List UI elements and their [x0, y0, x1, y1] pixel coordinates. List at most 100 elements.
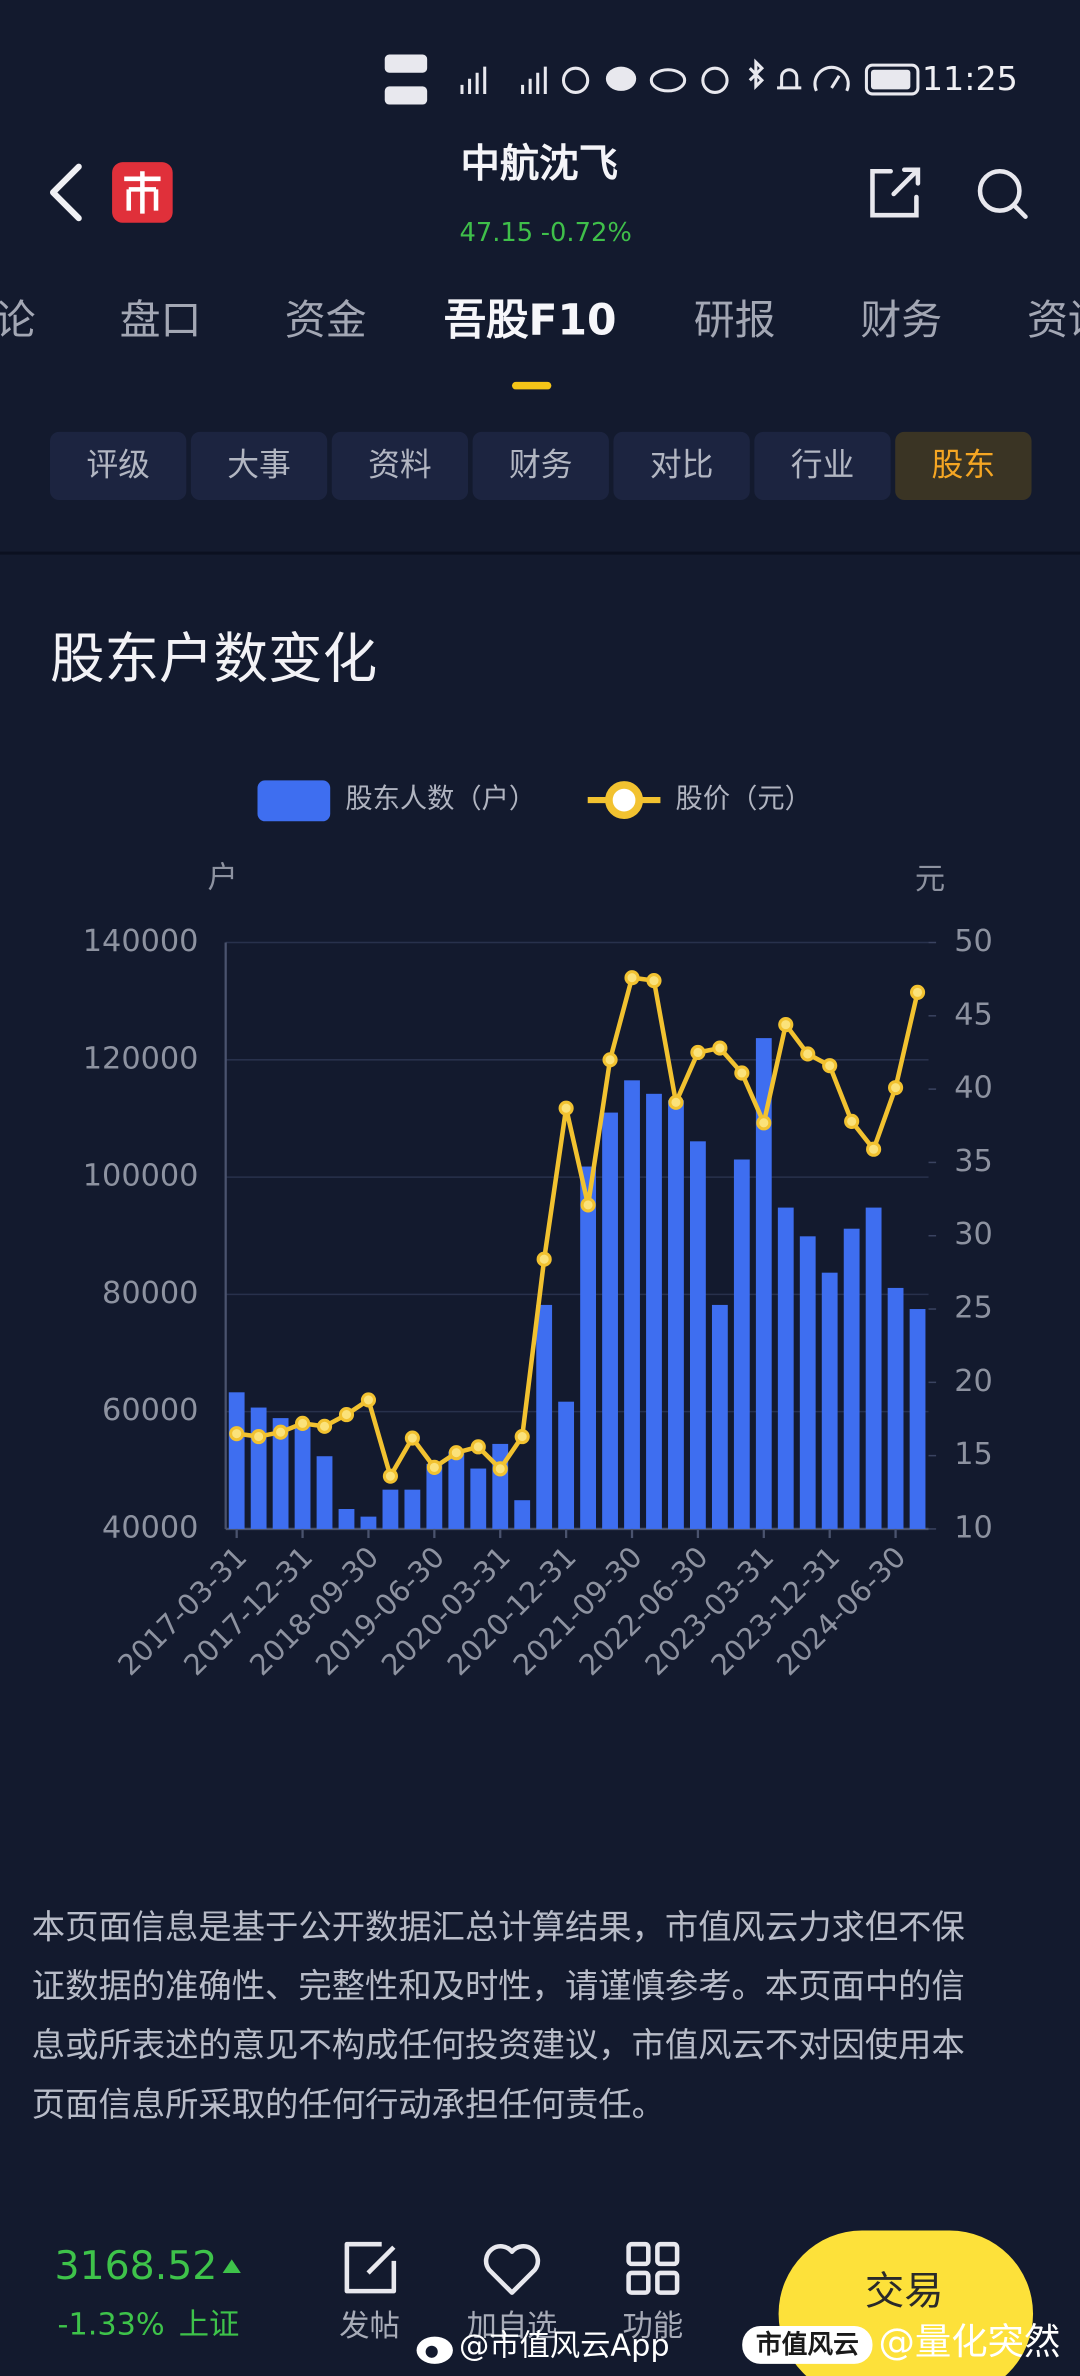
- tab[interactable]: 研报: [694, 296, 776, 344]
- y2-tick-label: 45: [954, 997, 993, 1032]
- bar: [272, 1418, 289, 1529]
- index-value: 3168.52: [55, 2243, 218, 2289]
- bar: [646, 1093, 662, 1529]
- sub-tab[interactable]: 对比: [650, 446, 714, 484]
- price-point: [514, 1429, 530, 1445]
- price-point: [294, 1415, 311, 1431]
- function-icon[interactable]: [626, 2241, 680, 2295]
- sub-tab-bg[interactable]: [613, 431, 750, 501]
- index-up-arrow: [222, 2259, 241, 2273]
- back-button[interactable]: [49, 163, 82, 222]
- bar: [821, 1272, 838, 1529]
- status-icons: [384, 54, 920, 105]
- sub-tab[interactable]: 评级: [86, 446, 150, 484]
- price-point: [404, 1430, 420, 1446]
- price-point: [470, 1439, 486, 1455]
- y2-tick-label: 20: [954, 1364, 993, 1399]
- sub-tab-bg[interactable]: [472, 431, 609, 501]
- tab[interactable]: 资金: [285, 296, 367, 344]
- price-point: [712, 1040, 728, 1056]
- bar: [470, 1468, 487, 1529]
- tab-bar: 论 盘口 资金 吾股F10 研报 财务 资讯: [0, 296, 1080, 346]
- bar: [228, 1392, 245, 1529]
- favorite-icon[interactable]: [483, 2244, 541, 2295]
- price-point: [800, 1046, 816, 1062]
- y2-tick-label: 30: [954, 1217, 993, 1252]
- weibo-logo: [416, 2336, 453, 2364]
- stock-price: 47.15: [459, 218, 533, 248]
- tab[interactable]: 论: [0, 296, 36, 344]
- price-point: [624, 970, 640, 986]
- sub-tab-bg[interactable]: [49, 431, 187, 501]
- trade-button-label[interactable]: 交易: [865, 2269, 944, 2315]
- sub-tab[interactable]: 大事: [227, 446, 291, 484]
- price-point: [360, 1392, 377, 1408]
- y-tick-label: 120000: [83, 1041, 199, 1076]
- bar: [909, 1309, 926, 1529]
- y-tick-label: 80000: [102, 1276, 198, 1311]
- sub-tab-bg[interactable]: [331, 431, 469, 501]
- tab[interactable]: 资讯: [1027, 296, 1080, 344]
- nav-post[interactable]: 发帖: [339, 2309, 400, 2344]
- legend-swatch: [257, 780, 331, 822]
- nav-favorite[interactable]: 加自选: [467, 2309, 558, 2344]
- bar: [887, 1287, 904, 1529]
- legend-label: 股东人数（户）: [345, 784, 536, 815]
- share-button[interactable]: [870, 167, 921, 218]
- price-point: [866, 1141, 882, 1157]
- price-point: [448, 1445, 464, 1461]
- bar: [580, 1166, 596, 1529]
- price-point: [756, 1115, 772, 1131]
- tab[interactable]: 吾股F10: [444, 296, 617, 345]
- search-button[interactable]: [977, 168, 1028, 219]
- watermark-badge-text: 市值风云: [756, 2329, 859, 2360]
- y2-axis-label: 元: [915, 862, 945, 897]
- sub-tab-bar: 评级 大事 资料 财务 对比 行业 股东: [49, 431, 1032, 501]
- y2-tick-label: 25: [954, 1291, 993, 1326]
- price-point: [316, 1418, 333, 1434]
- bar: [360, 1516, 377, 1529]
- price-point: [778, 1017, 794, 1033]
- sub-tab[interactable]: 财务: [509, 446, 573, 484]
- bar: [799, 1236, 816, 1529]
- sub-tab-bg[interactable]: [895, 431, 1032, 501]
- price-point: [558, 1100, 574, 1116]
- disclaimer-line: 证数据的准确性、完整性和及时性，请谨慎参考。本页面中的信: [32, 1967, 965, 2006]
- watermark-author: @量化突然: [879, 2320, 1061, 2363]
- sub-tab-bg[interactable]: [190, 431, 328, 501]
- tab[interactable]: 财务: [860, 296, 942, 344]
- bar: [426, 1463, 443, 1529]
- y-tick-label: 140000: [83, 924, 199, 959]
- index-name: 上证: [179, 2307, 240, 2342]
- sub-tab[interactable]: 资料: [368, 446, 432, 484]
- bar: [755, 1038, 772, 1529]
- tab[interactable]: 盘口: [120, 296, 202, 344]
- bar: [865, 1207, 882, 1529]
- bar: [294, 1424, 311, 1529]
- bar: [558, 1401, 575, 1529]
- y-tick-label: 100000: [83, 1159, 199, 1194]
- stock-title: 中航沈飞: [460, 141, 617, 187]
- bar: [690, 1141, 706, 1529]
- sub-tab[interactable]: 行业: [791, 446, 855, 484]
- post-icon[interactable]: [344, 2241, 397, 2294]
- y-tick-label: 40000: [102, 1510, 198, 1545]
- tab-indicator: [511, 381, 552, 390]
- watermark-badge: [742, 2325, 873, 2364]
- price-point: [734, 1065, 750, 1081]
- y-tick-label: 60000: [102, 1393, 198, 1428]
- sub-tab[interactable]: 股东: [932, 446, 996, 484]
- disclaimer-line: 页面信息所采取的任何行动承担任何责任。: [32, 2085, 665, 2124]
- price-point: [229, 1426, 245, 1442]
- nav-function[interactable]: 功能: [623, 2309, 684, 2344]
- price-point: [822, 1058, 838, 1074]
- bar: [668, 1100, 684, 1529]
- price-point: [690, 1044, 706, 1061]
- price-point: [338, 1407, 355, 1423]
- legend-marker: [605, 781, 644, 820]
- sub-tab-bg[interactable]: [754, 431, 891, 501]
- price-point: [492, 1461, 508, 1477]
- price-point: [646, 973, 662, 989]
- legend-label: 股价（元）: [676, 784, 812, 815]
